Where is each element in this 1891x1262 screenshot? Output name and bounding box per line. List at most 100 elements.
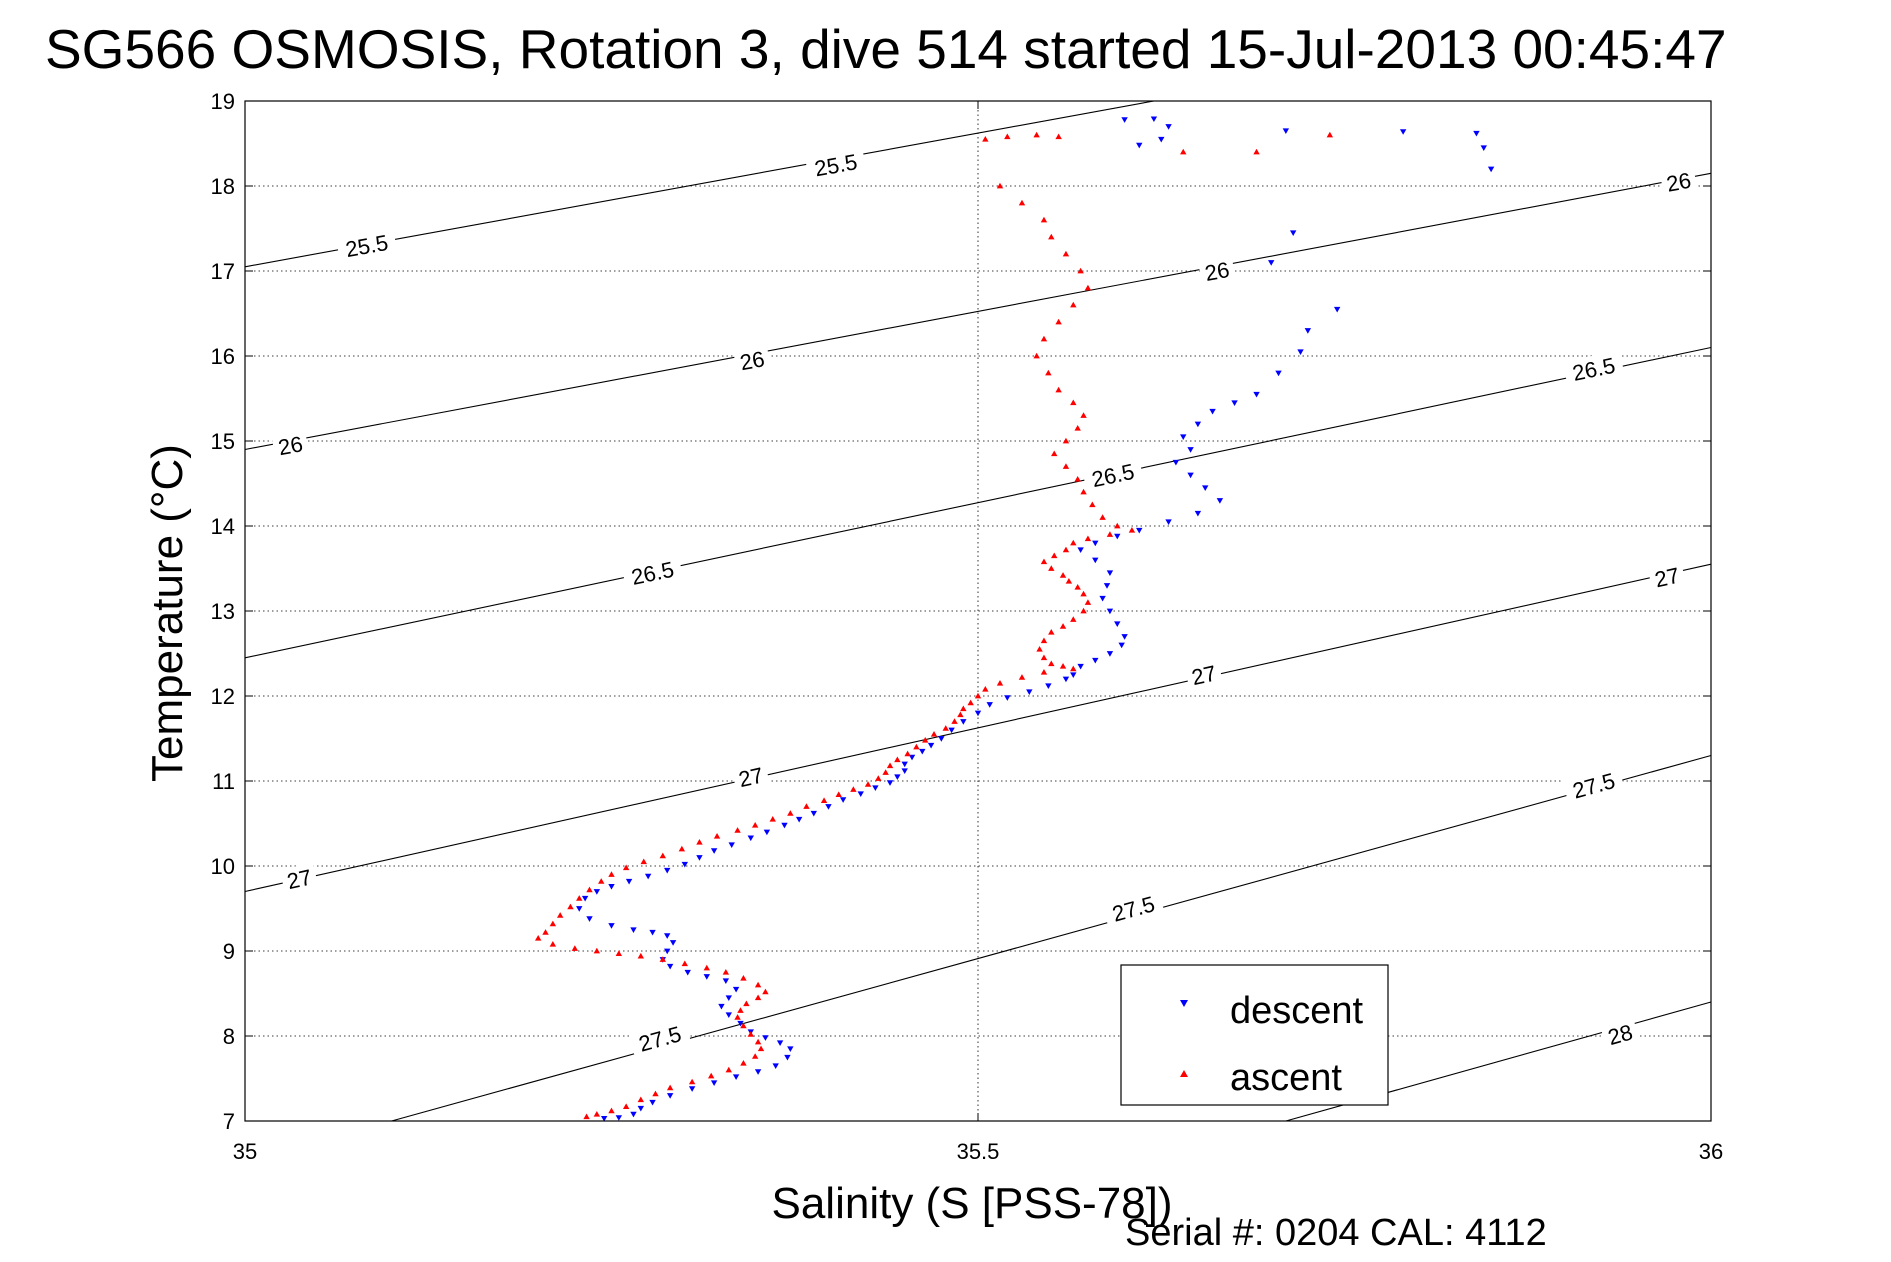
- ascent-point: [982, 686, 989, 692]
- descent-point: [608, 884, 615, 890]
- legend: descent ascent: [1120, 964, 1389, 1106]
- ascent-point: [1180, 148, 1187, 155]
- descent-point: [630, 1111, 637, 1118]
- ascent-point: [737, 1007, 744, 1013]
- descent-point: [1194, 421, 1202, 428]
- ascent-point: [1055, 133, 1062, 140]
- ascent-point: [1074, 425, 1081, 431]
- ascent-point: [1070, 301, 1077, 308]
- y-axis-label: Temperature (°C): [143, 444, 192, 782]
- isopycnal-line: [244, 346, 1712, 659]
- ascent-point: [864, 781, 872, 787]
- descent-point: [725, 1012, 732, 1018]
- ascent-point: [1048, 233, 1055, 240]
- descent-point: [1026, 689, 1033, 695]
- descent-point: [625, 878, 633, 885]
- ascent-point: [996, 680, 1004, 686]
- descent-point: [1180, 434, 1187, 440]
- descent-point: [919, 748, 926, 755]
- descent-point: [1150, 116, 1158, 123]
- y-tick-label: 8: [223, 1024, 235, 1049]
- ascent-point: [1062, 437, 1070, 444]
- ascent-point: [1040, 216, 1048, 223]
- ascent-point: [734, 1014, 741, 1020]
- descent-point: [593, 889, 601, 895]
- ascent-point: [593, 947, 601, 954]
- ascent-point: [1099, 514, 1106, 520]
- axis-ticks: 7 8 9 10 11 12 13 14 15 16 17 18 19 35 35.5 36: [211, 89, 1724, 1164]
- ascent-point: [615, 950, 623, 956]
- ascent-point: [922, 737, 929, 743]
- ascent-point: [637, 952, 645, 959]
- descent-point: [1297, 349, 1304, 355]
- contour-label-bg: [628, 1018, 691, 1057]
- descent-point: [644, 873, 652, 880]
- ascent-point: [659, 956, 667, 962]
- descent-point: [1487, 166, 1495, 173]
- ascent-point: [542, 929, 549, 935]
- isopycnal-line: [244, 172, 1712, 451]
- ascent-point: [747, 1031, 754, 1037]
- ascent-point: [1106, 531, 1114, 537]
- grid-lines: [245, 101, 1711, 1121]
- descent-point: [901, 761, 908, 768]
- contour-label-bg: [804, 146, 867, 181]
- descent-point: [608, 923, 615, 929]
- descent-point: [1333, 306, 1341, 313]
- legend-descent-label: descent: [1230, 990, 1364, 1032]
- ascent-point: [1062, 546, 1070, 553]
- contour-label-group: 27: [279, 862, 319, 894]
- descent-point: [718, 1003, 725, 1010]
- ascent-point: [637, 1096, 645, 1103]
- ascent-point: [1048, 660, 1055, 667]
- ascent-point: [593, 1111, 601, 1117]
- ascent-point: [571, 945, 579, 951]
- descent-point: [747, 835, 754, 842]
- legend-box: [1120, 964, 1389, 1106]
- descent-point: [1092, 557, 1099, 564]
- ascent-point: [996, 182, 1004, 189]
- descent-point: [886, 780, 894, 786]
- contour-label-bg: [279, 862, 319, 894]
- ascent-point: [1040, 637, 1048, 644]
- ascent-point: [1045, 369, 1052, 376]
- contour-label-group: 26: [733, 344, 771, 375]
- ascent-point: [707, 1072, 715, 1079]
- descent-point: [703, 974, 710, 980]
- x-tick-label: 35.5: [957, 1139, 1000, 1164]
- ascent-point: [1048, 565, 1055, 571]
- ascent-point: [1051, 552, 1058, 559]
- descent-point: [1253, 391, 1260, 398]
- ascent-point: [652, 1090, 659, 1097]
- descent-point: [615, 1115, 623, 1121]
- y-tick-label: 14: [211, 514, 235, 539]
- descent-point: [666, 1093, 674, 1099]
- descent-point: [974, 710, 982, 717]
- contour-label: 27: [1189, 660, 1218, 690]
- ascent-point: [1062, 250, 1070, 257]
- ascent-point: [1033, 352, 1040, 359]
- legend-ascent-marker: [1180, 1070, 1188, 1077]
- descent-point: [725, 995, 732, 1001]
- contour-label-bg: [1600, 1017, 1640, 1050]
- descent-point: [1136, 142, 1143, 149]
- ascent-point: [1059, 572, 1067, 578]
- contour-label-group: 27: [731, 760, 770, 792]
- ascent-point: [1040, 654, 1048, 661]
- contour-label-bg: [733, 344, 771, 375]
- ascent-point: [1074, 476, 1081, 482]
- descent-point: [1062, 676, 1070, 683]
- descent-point: [664, 867, 671, 874]
- descent-point: [1070, 672, 1077, 678]
- descent-point: [1136, 527, 1143, 534]
- contour-label-bg: [271, 429, 310, 460]
- descent-point: [810, 810, 818, 817]
- ascent-point: [535, 935, 542, 941]
- ascent-point: [1077, 267, 1084, 274]
- chart-title: SG566 OSMOSIS, Rotation 3, dive 514 star…: [45, 18, 1727, 80]
- ascent-point: [1040, 558, 1048, 565]
- descent-point: [1275, 370, 1282, 377]
- y-tick-label: 9: [223, 939, 235, 964]
- ascent-point: [803, 803, 810, 809]
- descent-point: [1304, 328, 1312, 334]
